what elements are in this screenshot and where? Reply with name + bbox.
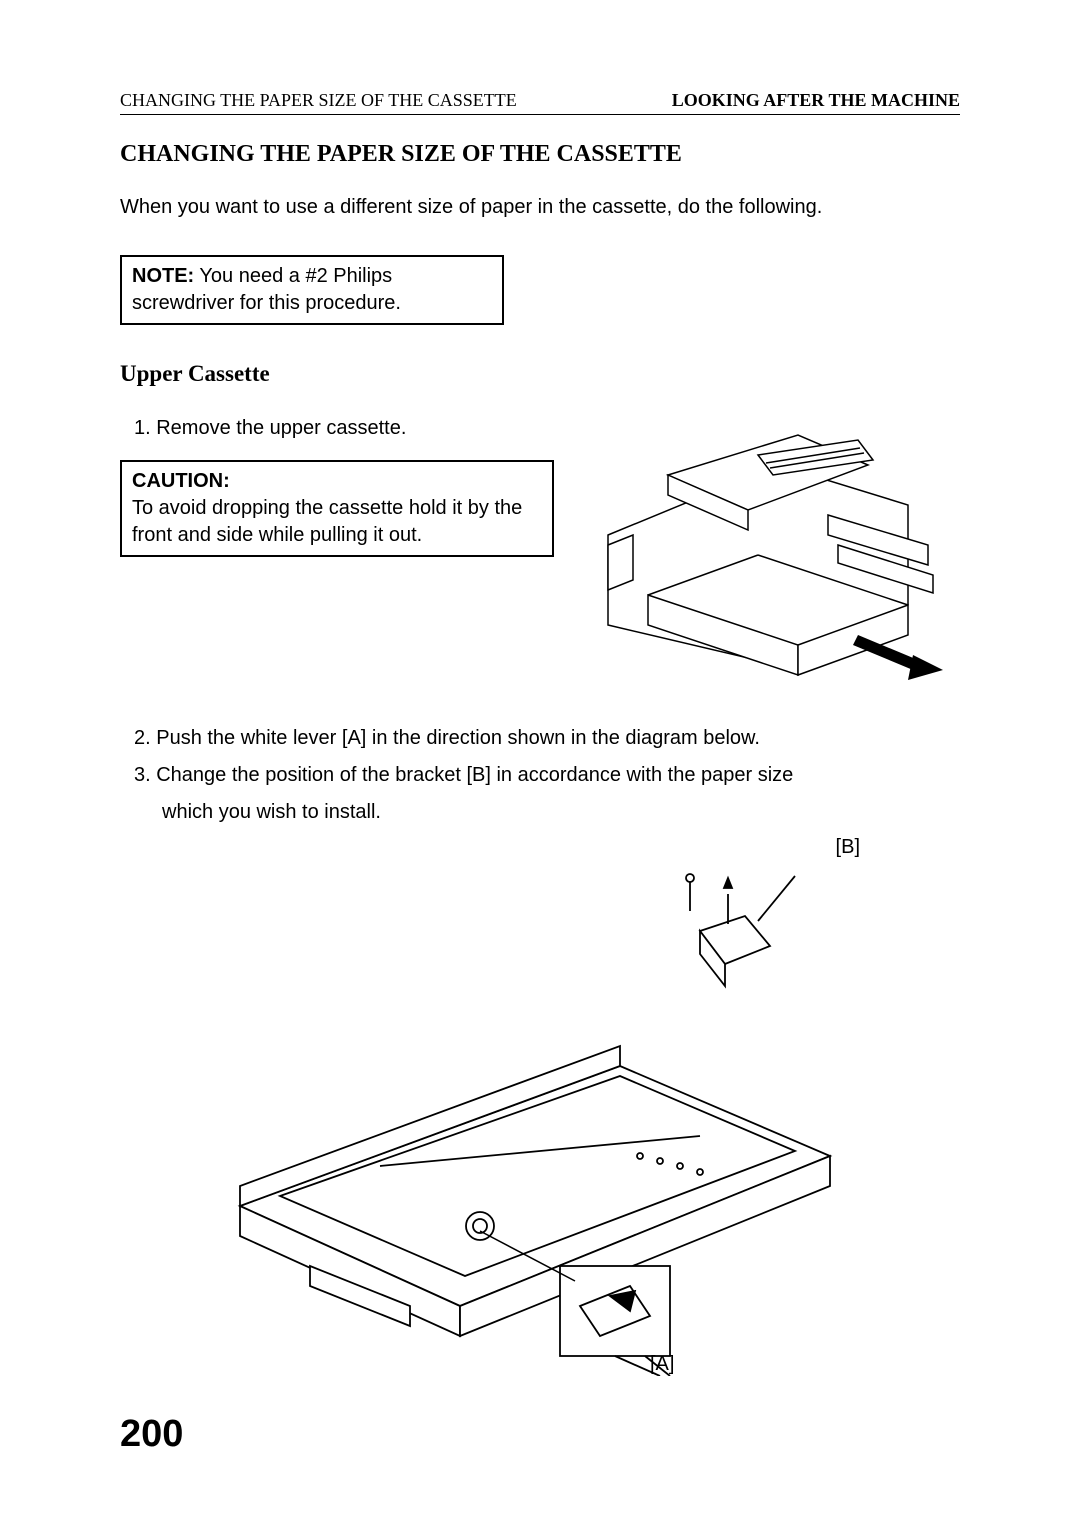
figure-cassette-tray: [B] xyxy=(180,836,900,1376)
step-3-line2: which you wish to install. xyxy=(162,799,960,826)
subsection-title: Upper Cassette xyxy=(120,361,960,387)
section-title: CHANGING THE PAPER SIZE OF THE CASSETTE xyxy=(120,141,960,168)
step-3-line1: 3. Change the position of the bracket [B… xyxy=(134,762,960,789)
note-box: NOTE: You need a #2 Philips screwdriver … xyxy=(120,255,504,325)
figure-fax-machine xyxy=(578,415,958,685)
callout-b: [B] xyxy=(836,836,860,859)
step-2: 2. Push the white lever [A] in the direc… xyxy=(134,725,960,752)
header-left: CHANGING THE PAPER SIZE OF THE CASSETTE xyxy=(120,90,517,111)
caution-box: CAUTION: To avoid dropping the cassette … xyxy=(120,460,554,557)
note-label: NOTE: xyxy=(132,265,194,287)
caution-text: To avoid dropping the cassette hold it b… xyxy=(132,495,542,549)
header-right: LOOKING AFTER THE MACHINE xyxy=(672,90,960,111)
callout-a: [A] xyxy=(650,1353,674,1376)
page-header: CHANGING THE PAPER SIZE OF THE CASSETTE … xyxy=(120,90,960,115)
page-number: 200 xyxy=(120,1413,183,1456)
step-1: 1. Remove the upper cassette. xyxy=(134,415,554,442)
caution-label: CAUTION: xyxy=(132,468,542,495)
intro-text: When you want to use a different size of… xyxy=(120,196,960,219)
